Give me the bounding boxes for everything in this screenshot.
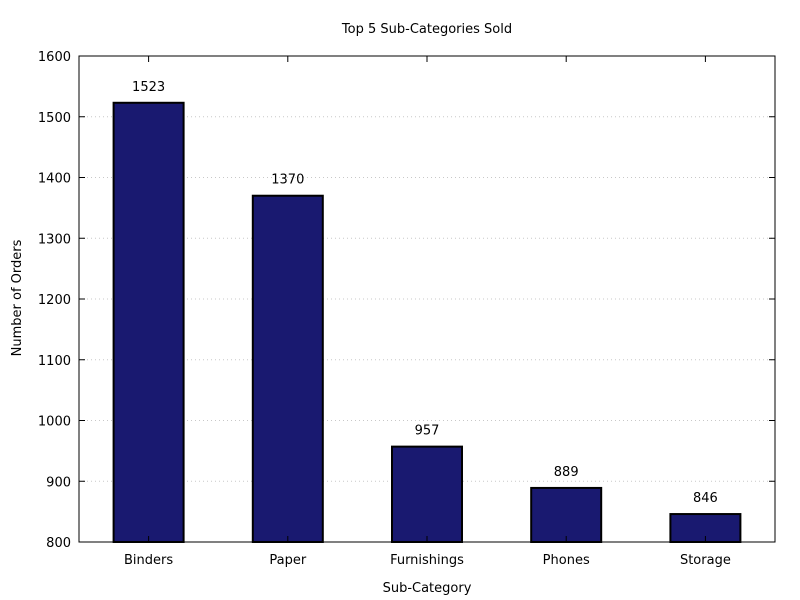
bar-value-label: 957 [415,424,440,439]
y-axis-label: Number of Orders [10,239,25,356]
chart-title: Top 5 Sub-Categories Sold [341,22,512,37]
y-tick-label: 1000 [38,415,71,430]
x-tick-label: Furnishings [390,553,464,568]
bar-value-label: 1370 [271,173,304,188]
bar-binders [112,101,185,543]
x-tick-label: Phones [543,553,590,568]
y-tick-label: 1600 [38,50,71,65]
bars-layer [112,101,742,543]
bar-value-label: 846 [693,491,718,506]
x-tick-label: Paper [269,553,306,568]
y-tick-label: 1300 [38,232,71,247]
x-tick-label: Storage [680,553,731,568]
bar-value-label: 1523 [132,80,165,95]
y-tick-label: 1400 [38,172,71,187]
grid-layer [79,116,775,482]
bar-phones [530,486,603,543]
y-tick-label: 1100 [38,354,71,369]
y-tick-label: 800 [46,536,71,551]
y-tick-label: 1500 [38,111,71,126]
y-tick-label: 1200 [38,293,71,308]
ticks-layer: 800 900 1000 1100 1200 1300 1400 1500 1600 Binder… [38,50,775,568]
x-tick-label: Binders [124,553,173,568]
bar-furnishings [391,445,463,543]
bar-paper [251,194,324,543]
x-axis-label: Sub-Category [383,581,472,596]
data-labels-layer: 1523 1370 957 889 846 [132,80,718,506]
y-tick-label: 900 [46,475,71,490]
bar-value-label: 889 [554,465,579,480]
